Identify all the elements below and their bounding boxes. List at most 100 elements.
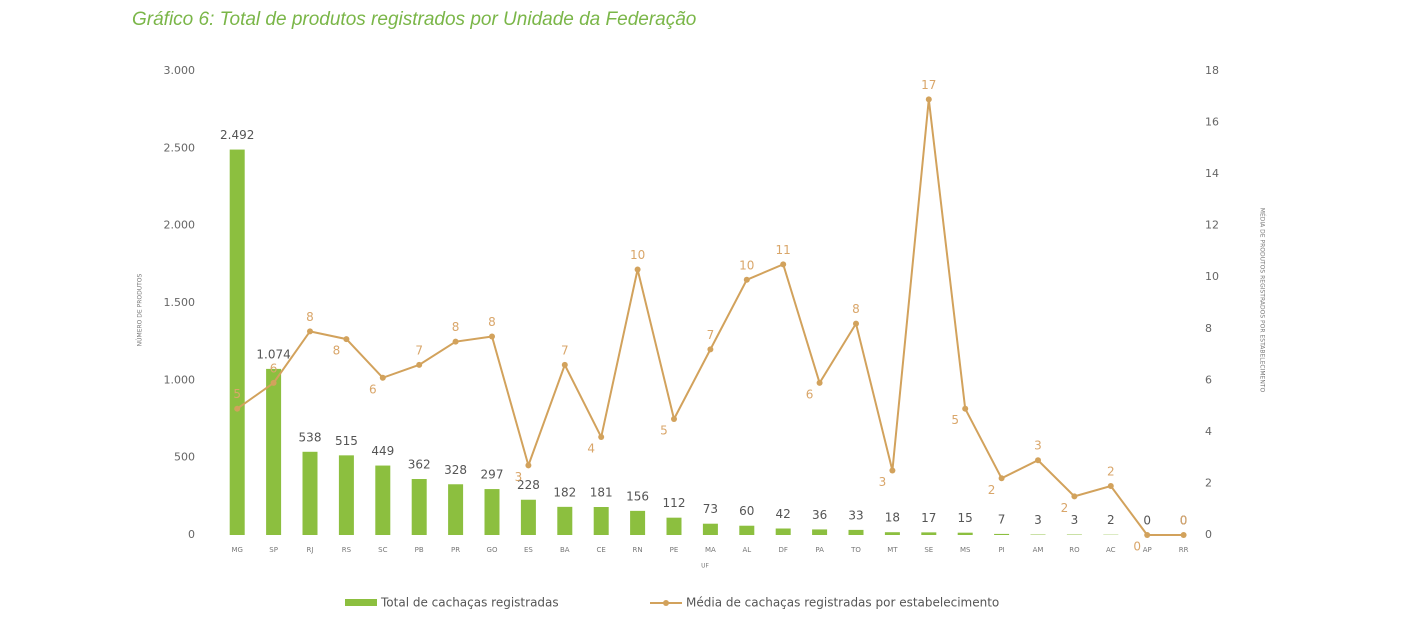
line-marker (925, 96, 932, 103)
line-marker (525, 462, 532, 469)
bar (302, 451, 318, 535)
bar (739, 525, 755, 535)
line-marker (853, 320, 859, 327)
legend-label: Média de cachaças registradas por estabe… (686, 596, 999, 610)
line-value-label: 17 (921, 78, 936, 92)
x-tick-label: MA (705, 546, 716, 554)
line-marker (1144, 532, 1151, 538)
x-tick-label: RR (1179, 546, 1189, 554)
line-value-label: 0 (1133, 540, 1141, 554)
line-marker (489, 333, 495, 340)
line-value-label: 3 (515, 470, 523, 484)
line-marker (1180, 532, 1187, 538)
line-value-label: 6 (270, 361, 278, 375)
line-value-label: 11 (776, 243, 791, 257)
y-axis-label: NÚMERO DE PRODUTOS (137, 273, 144, 346)
bar (666, 517, 682, 535)
line-value-label: 4 (587, 442, 595, 456)
bar-value-label: 36 (812, 508, 827, 522)
y2-tick-label: 12 (1205, 219, 1219, 232)
x-tick-label: AM (1033, 546, 1044, 554)
line-value-label: 0 (1180, 514, 1188, 528)
bar (411, 479, 427, 535)
legend-swatch (663, 600, 669, 606)
line-value-label: 7 (561, 343, 569, 357)
line-value-label: 8 (306, 310, 314, 324)
bar-value-label: 328 (444, 463, 467, 477)
y2-tick-label: 18 (1205, 64, 1219, 77)
bar (848, 529, 864, 535)
bar-value-label: 449 (371, 444, 394, 458)
line-value-label: 2 (1061, 501, 1069, 515)
legend-label: Total de cachaças registradas (380, 596, 559, 610)
line-marker (962, 405, 969, 412)
x-tick-label: SP (269, 546, 278, 554)
bar-value-label: 42 (776, 507, 791, 521)
x-tick-label: PB (415, 546, 424, 554)
bar-value-label: 156 (626, 489, 649, 503)
line-marker (343, 336, 350, 343)
y-tick-label: 1.500 (164, 296, 196, 309)
y-tick-label: 0 (188, 528, 195, 541)
bar-value-label: 1.074 (256, 347, 290, 361)
x-tick-label: TO (850, 546, 861, 554)
line-marker (1035, 457, 1041, 464)
line-marker (889, 467, 896, 474)
line-value-label: 7 (415, 343, 423, 357)
x-tick-label: RS (342, 546, 352, 554)
bar (812, 529, 828, 535)
bar (921, 532, 937, 535)
bar (484, 489, 500, 535)
legend-swatch (345, 599, 377, 606)
x-tick-label: SC (378, 546, 387, 554)
line-value-label: 6 (369, 382, 377, 396)
bar-value-label: 17 (921, 511, 936, 525)
y2-tick-label: 0 (1205, 528, 1212, 541)
bar-value-label: 2 (1107, 513, 1115, 527)
line-marker (416, 361, 423, 368)
line-value-label: 8 (852, 302, 860, 316)
line-marker (270, 379, 277, 386)
line-marker (780, 261, 787, 268)
line-marker (379, 374, 386, 381)
bar-value-label: 73 (703, 502, 718, 516)
bar-value-label: 297 (481, 468, 504, 482)
y2-tick-label: 6 (1205, 373, 1212, 386)
bar-value-label: 228 (517, 478, 540, 492)
x-tick-label: MT (887, 546, 898, 554)
y2-tick-label: 4 (1205, 425, 1212, 438)
bar-value-label: 182 (553, 485, 576, 499)
y-tick-label: 2.000 (164, 219, 196, 232)
line-value-label: 7 (707, 328, 715, 342)
line-value-label: 5 (951, 413, 959, 427)
y2-tick-label: 8 (1205, 322, 1212, 335)
line-marker (1071, 493, 1078, 500)
x-tick-label: AP (1143, 546, 1152, 554)
line-marker (452, 338, 459, 345)
line-value-label: 2 (1107, 465, 1115, 479)
x-tick-label: GO (487, 546, 498, 554)
bar (702, 523, 718, 535)
bar-value-label: 112 (663, 496, 686, 510)
y2-tick-label: 10 (1205, 270, 1219, 283)
bar (448, 484, 464, 535)
y-tick-label: 3.000 (164, 64, 196, 77)
x-tick-label: CE (597, 546, 606, 554)
x-tick-label: SE (924, 546, 933, 554)
line-marker (743, 276, 750, 283)
line-marker (816, 379, 823, 386)
y2-tick-label: 16 (1205, 116, 1219, 129)
bar-value-label: 362 (408, 458, 431, 472)
bar (593, 507, 609, 535)
x-tick-label: RJ (307, 546, 314, 554)
chart-title: Gráfico 6: Total de produtos registrados… (132, 9, 696, 30)
bar (338, 455, 354, 535)
line-value-label: 5 (233, 387, 241, 401)
bar-value-label: 15 (958, 511, 973, 525)
line-marker (671, 416, 677, 422)
line-marker (707, 346, 714, 353)
bar-value-label: 18 (885, 511, 900, 525)
x-tick-label: AL (742, 546, 751, 554)
